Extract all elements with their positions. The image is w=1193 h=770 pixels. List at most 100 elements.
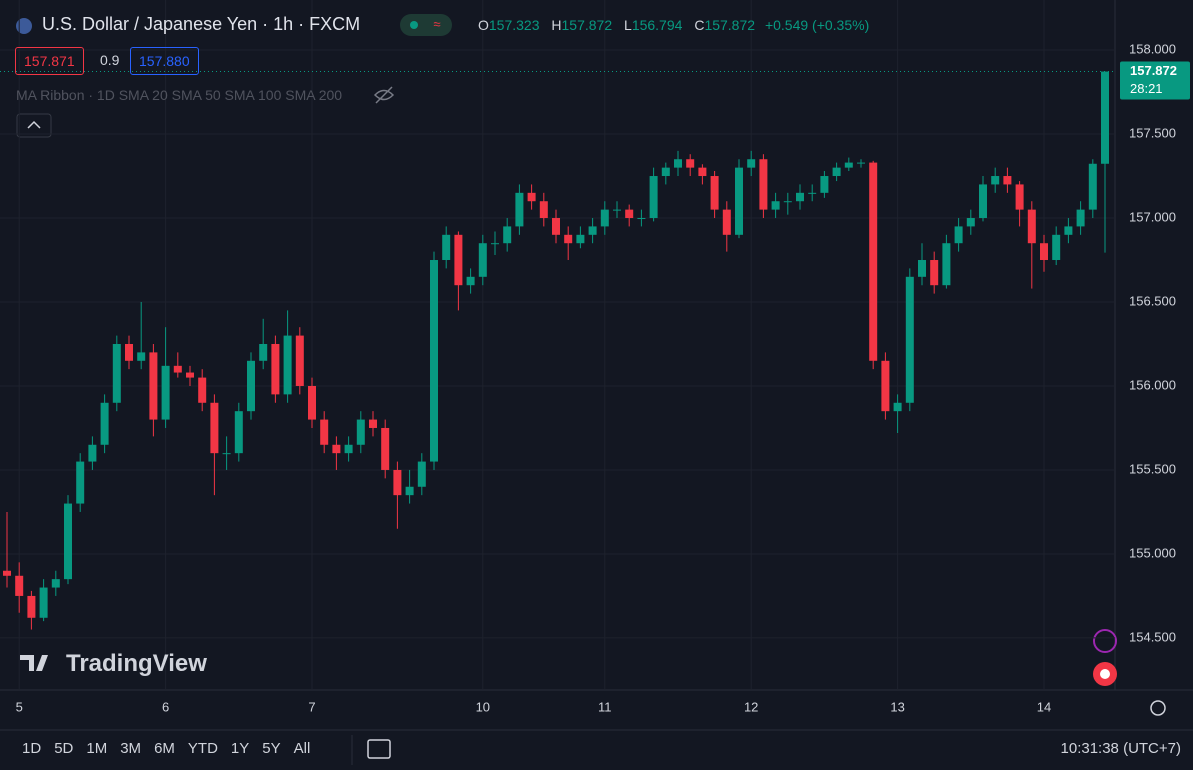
candle-body — [234, 411, 243, 454]
buy-button[interactable]: 157.880 — [130, 47, 199, 75]
symbol-title[interactable]: U.S. Dollar / Japanese Yen · 1h · FXCM — [42, 14, 361, 34]
y-tick-label: 154.500 — [1129, 629, 1176, 644]
close-value: 157.872 — [704, 17, 756, 33]
candle-body — [1076, 209, 1085, 227]
candle-body — [918, 260, 926, 277]
high-value: 157.872 — [561, 17, 613, 33]
x-tick-label: 10 — [476, 699, 490, 714]
candle-body — [942, 243, 951, 286]
range-buttons: 1D 5D 1M 3M 6M YTD 1Y 5Y All — [22, 740, 323, 757]
status-wave: ≈ — [433, 16, 440, 31]
candle-body — [698, 167, 707, 177]
settings-icon[interactable] — [1150, 700, 1166, 716]
candle-body — [637, 218, 646, 220]
indicator-legend[interactable]: MA Ribbon · 1D SMA 20 SMA 50 SMA 100 SMA… — [16, 87, 343, 103]
candle-body — [112, 343, 121, 403]
candle-body — [674, 159, 682, 168]
collapse-button[interactable] — [16, 113, 52, 138]
candle-body — [405, 486, 414, 496]
candle-body — [356, 419, 365, 445]
candle-body — [186, 372, 194, 378]
x-tick-label: 6 — [162, 699, 169, 714]
candle-body — [869, 162, 878, 361]
candle-body — [930, 260, 939, 286]
alert-icon[interactable] — [1093, 629, 1117, 653]
candle-body — [417, 461, 426, 487]
range-button[interactable]: 1Y — [230, 740, 250, 757]
y-tick-label: 156.500 — [1129, 293, 1176, 308]
candle-body — [759, 159, 768, 210]
candle-body — [503, 226, 512, 244]
ohlc-legend: O157.323 H157.872 L156.794 C157.872 +0.5… — [470, 17, 869, 33]
candle-body — [552, 218, 560, 235]
low-value: 156.794 — [631, 17, 683, 33]
candle-body — [564, 234, 573, 244]
candle-body — [332, 444, 341, 454]
change-value: +0.549 (+0.35%) — [764, 17, 870, 33]
sell-button[interactable]: 157.871 — [15, 47, 84, 75]
candle-body — [149, 352, 158, 420]
candle-body — [247, 360, 255, 412]
candle-body — [954, 226, 963, 244]
candle-body — [100, 402, 109, 445]
y-tick-label: 158.000 — [1129, 41, 1176, 56]
candle-body — [137, 352, 146, 361]
y-tick-label: 157.500 — [1129, 125, 1176, 140]
candle-body — [454, 234, 463, 286]
range-button[interactable]: 5Y — [262, 740, 281, 757]
candle-body — [478, 243, 487, 277]
candle-body — [173, 365, 182, 373]
date-range-icon[interactable] — [367, 739, 391, 759]
candle-body — [64, 503, 72, 580]
candle-body — [1040, 243, 1048, 261]
range-button[interactable]: 1M — [86, 740, 108, 757]
candle-body — [381, 427, 390, 470]
last-price-box — [1120, 61, 1190, 100]
candle-body — [747, 159, 756, 168]
candle-body — [857, 162, 865, 164]
candle-body — [283, 335, 292, 395]
range-button[interactable]: YTD — [187, 740, 218, 757]
y-tick-label: 156.000 — [1129, 377, 1176, 392]
record-dot — [1100, 669, 1110, 679]
candle-body — [76, 461, 85, 504]
candle-body — [27, 595, 36, 618]
y-tick-label: 155.000 — [1129, 545, 1176, 560]
candle-body — [576, 234, 585, 244]
candle-body — [1052, 234, 1061, 261]
countdown-label: 28:21 — [1130, 81, 1163, 96]
candle-body — [881, 360, 890, 412]
candle-body — [515, 192, 524, 227]
candle-body — [1088, 163, 1097, 210]
candle-body — [979, 184, 987, 219]
candle-body — [442, 234, 451, 261]
candle-body — [15, 575, 24, 596]
candle-body — [320, 419, 329, 445]
candle-body — [686, 159, 695, 168]
hide-icon[interactable] — [373, 86, 395, 104]
candle-body — [259, 343, 268, 361]
range-button[interactable]: 5D — [54, 740, 74, 757]
logo-text: TradingView — [66, 650, 207, 677]
candle-body — [222, 453, 231, 455]
candle-body — [527, 192, 536, 202]
range-button[interactable]: 6M — [154, 740, 175, 757]
last-price-label: 157.872 — [1130, 63, 1177, 78]
range-button[interactable]: 1D — [22, 740, 42, 757]
candle-body — [613, 209, 621, 211]
candle-body — [271, 343, 280, 395]
candle-body — [344, 444, 353, 454]
candle-body — [844, 162, 853, 168]
candle-body — [1101, 71, 1109, 164]
candle-body — [295, 335, 304, 386]
open-label: O — [478, 17, 489, 33]
clock[interactable]: 10:31:38 (UTC+7) — [1060, 740, 1181, 757]
x-tick-label: 14 — [1037, 699, 1051, 714]
status-pill — [400, 14, 452, 36]
range-button[interactable]: All — [293, 740, 311, 757]
candle-body — [832, 167, 841, 177]
candle-body — [600, 209, 609, 227]
range-button[interactable]: 3M — [120, 740, 142, 757]
candle-body — [539, 201, 548, 219]
